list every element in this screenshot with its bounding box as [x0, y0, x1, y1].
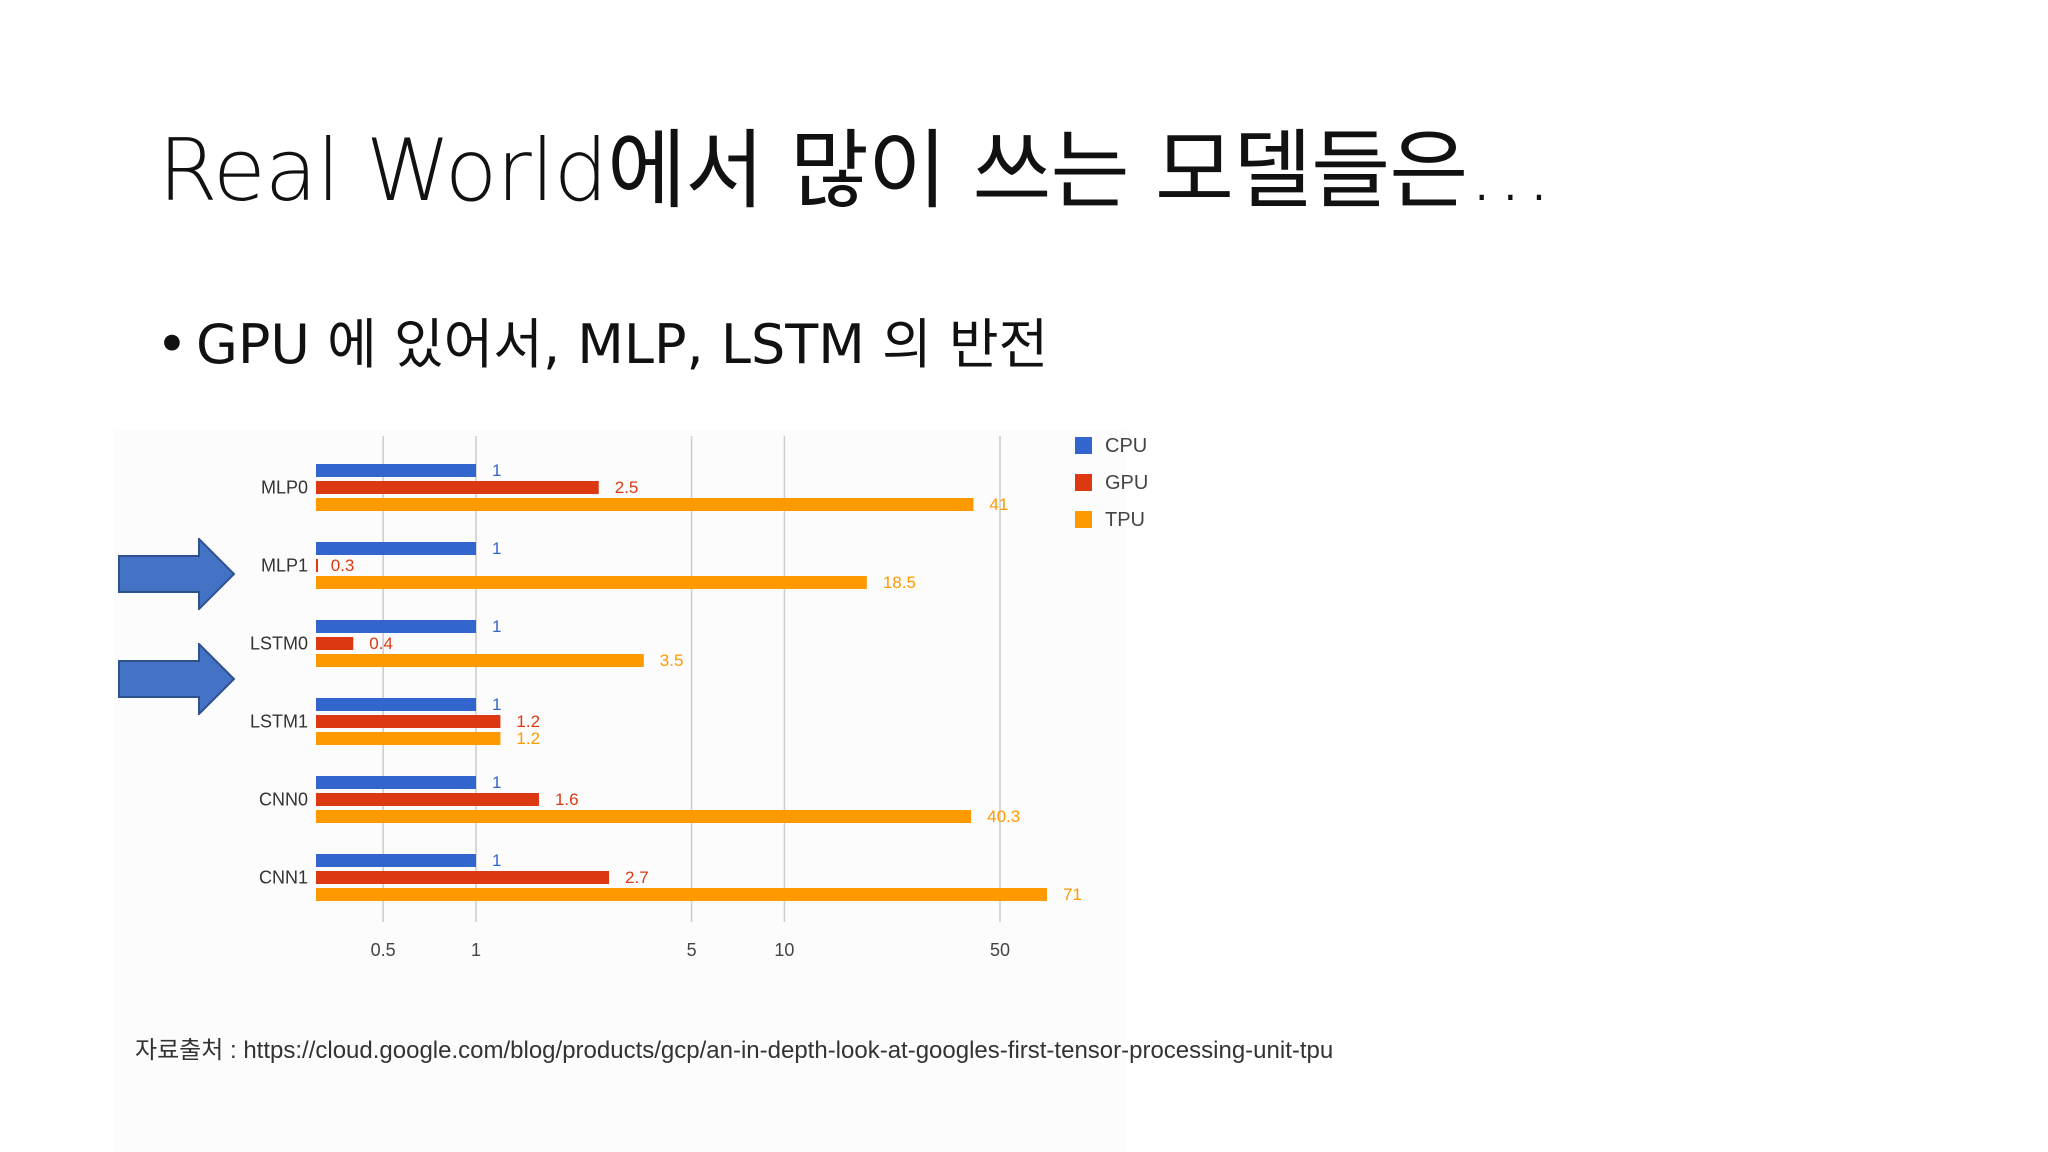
data-label: 40.3 — [987, 807, 1020, 826]
slide-title: Real World에서 많이 쓰는 모델들은… — [158, 121, 1553, 221]
data-label: 71 — [1063, 885, 1082, 904]
bar-gpu — [316, 871, 610, 884]
data-label: 1 — [492, 617, 501, 636]
legend-label: GPU — [1105, 472, 1148, 494]
x-tick-label: 5 — [687, 940, 697, 960]
source-citation: 자료출처 : https://cloud.google.com/blog/pro… — [135, 1037, 1334, 1064]
chart-background — [115, 430, 1125, 1152]
x-tick-label: 0.5 — [371, 940, 396, 960]
data-label: 1 — [492, 539, 501, 558]
category-label: MLP0 — [261, 478, 308, 498]
bar-tpu — [316, 576, 867, 589]
data-label: 1 — [492, 695, 501, 714]
data-label: 1 — [492, 461, 501, 480]
data-label: 41 — [989, 495, 1008, 514]
legend-swatch — [1075, 437, 1092, 454]
x-tick-label: 10 — [774, 940, 794, 960]
data-label: 1 — [492, 851, 501, 870]
bar-tpu — [316, 810, 972, 823]
legend-swatch — [1075, 474, 1092, 491]
legend-label: CPU — [1105, 435, 1147, 457]
bar-cpu — [316, 464, 476, 477]
data-label: 18.5 — [883, 573, 916, 592]
bar-gpu — [316, 715, 501, 728]
bullet-text: GPU 에 있어서, MLP, LSTM 의 반전 — [196, 313, 1049, 376]
legend-label: TPU — [1105, 509, 1145, 531]
bar-tpu — [316, 498, 974, 511]
bar-gpu — [316, 559, 318, 572]
legend-swatch — [1075, 511, 1092, 528]
data-label: 1.6 — [555, 790, 579, 809]
bullet-point: • GPU 에 있어서, MLP, LSTM 의 반전 — [156, 300, 1048, 379]
bar-gpu — [316, 637, 354, 650]
category-label: CNN0 — [259, 790, 308, 810]
data-label: 0.3 — [331, 556, 355, 575]
right-arrow-icon — [118, 643, 236, 715]
category-label: MLP1 — [261, 556, 308, 576]
data-label: 3.5 — [660, 651, 684, 670]
bar-gpu — [316, 793, 539, 806]
category-label: LSTM1 — [250, 712, 308, 732]
bar-gpu — [316, 481, 599, 494]
x-tick-label: 50 — [990, 940, 1010, 960]
data-label: 2.7 — [625, 868, 649, 887]
category-label: LSTM0 — [250, 634, 308, 654]
bar-cpu — [316, 854, 476, 867]
right-arrow-icon — [118, 538, 236, 610]
x-tick-label: 1 — [471, 940, 481, 960]
bar-cpu — [316, 776, 476, 789]
bar-tpu — [316, 732, 501, 745]
bullet-icon: • — [156, 313, 188, 376]
data-label: 2.5 — [615, 478, 639, 497]
data-label: 0.4 — [369, 634, 393, 653]
data-label: 1 — [492, 773, 501, 792]
data-label: 1.2 — [516, 712, 540, 731]
bar-tpu — [316, 888, 1047, 901]
data-label: 1.2 — [516, 729, 540, 748]
category-label: CNN1 — [259, 868, 308, 888]
bar-cpu — [316, 620, 476, 633]
bar-tpu — [316, 654, 644, 667]
bar-cpu — [316, 698, 476, 711]
bar-cpu — [316, 542, 476, 555]
